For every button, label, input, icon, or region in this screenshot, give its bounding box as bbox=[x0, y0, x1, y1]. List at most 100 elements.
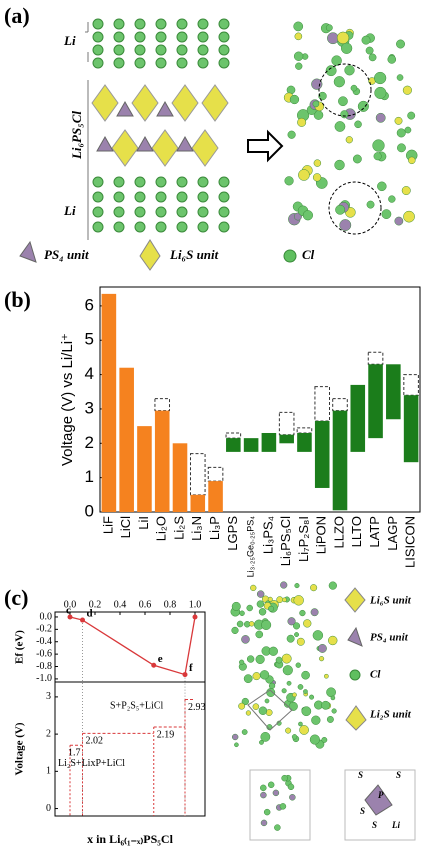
atom bbox=[218, 18, 230, 30]
atom bbox=[287, 617, 296, 626]
atom bbox=[299, 609, 306, 617]
atom bbox=[176, 31, 188, 43]
x-tick-label: Li₃PS₄ bbox=[260, 516, 275, 554]
atom bbox=[292, 692, 297, 698]
atom bbox=[402, 85, 412, 95]
atom bbox=[372, 139, 385, 152]
atom bbox=[311, 78, 323, 90]
atom bbox=[259, 739, 264, 745]
layer-label: Li bbox=[63, 33, 76, 48]
atom bbox=[218, 191, 230, 203]
x-tick-label: Li₃N bbox=[189, 516, 204, 541]
atom bbox=[338, 96, 348, 107]
atom-label: S bbox=[372, 820, 377, 830]
atom bbox=[281, 774, 288, 782]
value-label: 2.93 bbox=[188, 702, 206, 713]
y-axis-label: Ef (eV) bbox=[14, 630, 26, 664]
atom bbox=[246, 655, 255, 663]
atom bbox=[284, 176, 294, 186]
atom bbox=[260, 784, 267, 792]
atom bbox=[276, 596, 284, 604]
atom bbox=[218, 176, 230, 188]
atom bbox=[245, 710, 252, 716]
x-tick-label: Li₂O bbox=[154, 516, 169, 541]
legend-label: Li₂S unit bbox=[369, 709, 412, 721]
atom bbox=[357, 100, 369, 112]
atom bbox=[303, 619, 312, 628]
atom bbox=[318, 91, 327, 101]
atom bbox=[289, 794, 296, 801]
atom bbox=[264, 698, 270, 704]
atom bbox=[350, 84, 358, 92]
dashed-range bbox=[403, 374, 419, 396]
y-tick-label: 0.0 bbox=[40, 611, 53, 622]
li6s-unit bbox=[171, 84, 199, 122]
atom bbox=[255, 654, 265, 664]
point-label: c bbox=[66, 604, 71, 616]
legend-label: PS₄ unit bbox=[370, 632, 409, 644]
x-tick-label: LiI bbox=[136, 516, 151, 530]
atom bbox=[267, 781, 275, 789]
atom bbox=[326, 715, 334, 723]
atom-label: S bbox=[360, 806, 365, 816]
legend-label: Cl bbox=[302, 247, 315, 262]
atom bbox=[302, 210, 314, 221]
atom bbox=[293, 51, 304, 61]
atom bbox=[285, 727, 292, 734]
x-tick-label: LATP bbox=[367, 516, 382, 548]
atom bbox=[336, 31, 350, 45]
bar bbox=[261, 432, 277, 452]
atom bbox=[258, 608, 267, 616]
atom bbox=[288, 701, 298, 711]
atom bbox=[298, 169, 310, 181]
atom bbox=[260, 791, 267, 799]
ps4-icon bbox=[19, 240, 37, 263]
atom bbox=[291, 734, 298, 740]
bar bbox=[101, 293, 117, 512]
atom bbox=[297, 117, 307, 127]
atom bbox=[261, 619, 272, 630]
atom bbox=[134, 18, 146, 30]
atom bbox=[113, 44, 125, 56]
annotation: S+P₂S₅+LiCl bbox=[110, 700, 163, 711]
atom bbox=[92, 191, 104, 203]
atom bbox=[294, 32, 303, 41]
li2s-icon bbox=[345, 705, 367, 731]
li6s-unit bbox=[111, 129, 139, 167]
atom bbox=[293, 595, 304, 606]
y-tick-label: -1.0 bbox=[36, 673, 52, 684]
atom bbox=[381, 209, 392, 219]
point-label: e bbox=[158, 653, 163, 665]
atom bbox=[92, 44, 104, 56]
atom bbox=[318, 656, 325, 662]
atom bbox=[272, 789, 280, 797]
atom bbox=[340, 110, 349, 119]
atom bbox=[231, 733, 239, 741]
atom bbox=[335, 204, 346, 215]
atom-label: P bbox=[378, 790, 384, 800]
atom bbox=[295, 62, 303, 70]
atom bbox=[282, 597, 287, 603]
atom bbox=[134, 31, 146, 43]
atom bbox=[176, 18, 188, 30]
ps4-unit bbox=[116, 100, 134, 117]
atom bbox=[218, 206, 230, 218]
bar bbox=[208, 481, 223, 512]
atom bbox=[328, 635, 338, 646]
atom bbox=[236, 620, 244, 628]
y-axis-label: Voltage (V) vs Li/Li⁺ bbox=[59, 333, 76, 466]
atom bbox=[234, 742, 239, 748]
point bbox=[151, 662, 157, 668]
atom bbox=[331, 708, 337, 714]
atom bbox=[377, 181, 387, 192]
bar bbox=[172, 443, 188, 512]
y-tick-label: 5 bbox=[85, 330, 94, 349]
ps4-icon bbox=[347, 626, 363, 647]
atom bbox=[197, 31, 209, 43]
atom bbox=[176, 191, 188, 203]
li6s-unit bbox=[201, 84, 229, 122]
annotation: Li₂S+LixP+LiCl bbox=[58, 758, 125, 769]
atom bbox=[239, 610, 245, 617]
panel-a: Li Li₆PS₅Cl Li PS₄ unit Li₆S unit Cl bbox=[19, 18, 418, 271]
